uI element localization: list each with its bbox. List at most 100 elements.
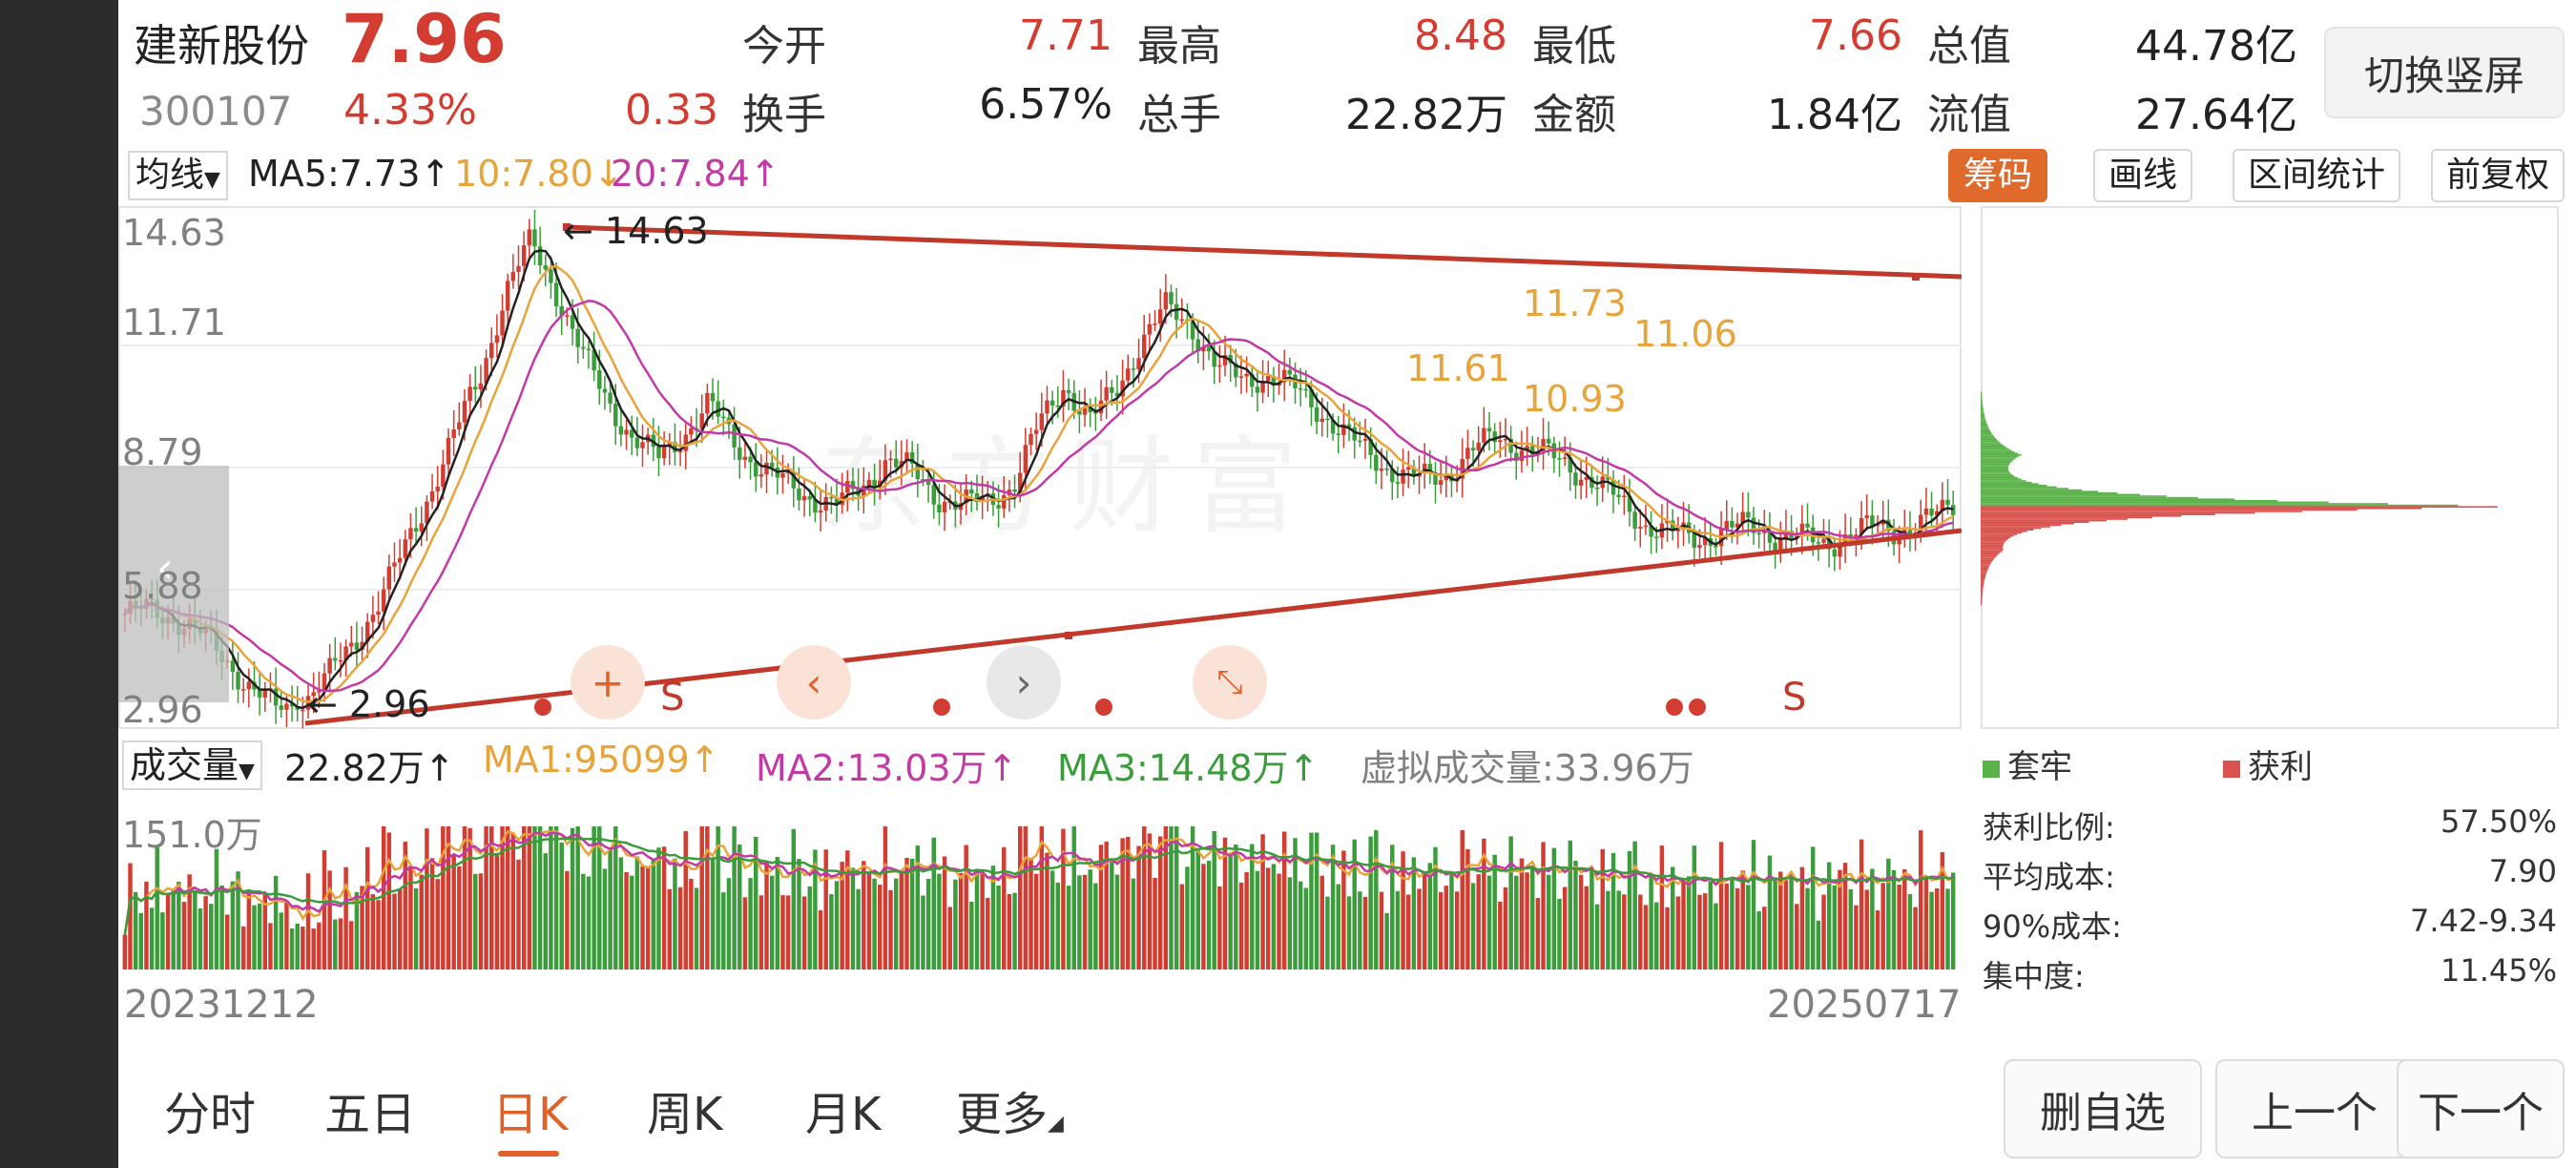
volume-bar <box>813 849 818 970</box>
chip-bar <box>1981 561 1992 563</box>
stat-value-profit-ratio: 57.50% <box>2440 803 2557 840</box>
candle-body <box>1627 495 1632 512</box>
volume-bar <box>1551 847 1557 970</box>
chip-bar <box>1981 420 1986 423</box>
candle-body <box>500 310 505 336</box>
volume-bar <box>343 866 348 970</box>
tab-draw-line[interactable]: 画线 <box>2093 149 2193 202</box>
volume-bar <box>1346 896 1352 970</box>
candle-body <box>1886 519 1891 532</box>
volume-bar <box>1692 845 1697 970</box>
tab-monthly-k[interactable]: 月K <box>805 1088 882 1141</box>
candle-body <box>376 611 381 615</box>
remove-watchlist-button[interactable]: 删自选 <box>2004 1059 2202 1158</box>
chip-bar <box>1981 391 1983 393</box>
stat-label-profit-ratio: 获利比例: <box>1983 809 2115 845</box>
volume-bar <box>1330 845 1336 970</box>
chevron-right-icon[interactable]: › <box>987 645 1061 720</box>
volume-bar <box>1525 872 1529 970</box>
chip-bar <box>1981 460 2012 462</box>
ma-indicator-select[interactable]: 均线▼ <box>128 151 228 200</box>
next-stock-button[interactable]: 下一个 <box>2397 1059 2565 1158</box>
volume-bar <box>1616 890 1621 970</box>
chip-bar <box>1981 569 1988 571</box>
volume-bar <box>1783 880 1789 970</box>
volume-bar <box>1622 894 1627 970</box>
volume-bar <box>1795 904 1799 970</box>
candle-body <box>878 480 883 488</box>
switch-portrait-button[interactable]: 切换竖屏 <box>2324 27 2565 118</box>
signal-s-marker: S <box>1782 676 1807 720</box>
volume-bar <box>451 854 456 970</box>
volume-bar <box>1131 878 1136 970</box>
volume-bar <box>1142 826 1147 970</box>
chip-bar <box>1981 409 1984 412</box>
chip-bar <box>1981 448 2009 450</box>
volume-bar <box>1444 886 1449 970</box>
chip-bar <box>1981 599 1983 601</box>
volume-indicator-select[interactable]: 成交量▼ <box>122 740 262 790</box>
candle-body <box>758 474 764 477</box>
volume-bar <box>1374 830 1379 970</box>
candle-body <box>1530 446 1535 454</box>
tab-five-day[interactable]: 五日 <box>324 1088 417 1141</box>
candle-body <box>931 484 936 505</box>
chevron-left-icon[interactable]: ‹ <box>777 645 851 720</box>
previous-stock-button[interactable]: 上一个 <box>2215 1059 2414 1158</box>
volume-bar <box>1390 845 1395 970</box>
tab-weekly-k[interactable]: 周K <box>647 1088 723 1141</box>
signal-dot <box>1689 699 1706 716</box>
tab-more[interactable]: 更多◢ <box>956 1076 1064 1143</box>
candle-body <box>1832 549 1838 557</box>
volume-bar <box>553 826 559 970</box>
candle-body <box>705 392 710 414</box>
chip-bar <box>1981 529 2034 531</box>
candle-body <box>1346 424 1352 428</box>
tab-intraday[interactable]: 分时 <box>164 1088 257 1141</box>
chip-bar <box>1981 533 2018 535</box>
candle-body <box>484 358 488 384</box>
zoom-in-icon[interactable]: + <box>571 645 645 720</box>
tab-forward-adjust[interactable]: 前复权 <box>2431 149 2566 202</box>
candle-body <box>381 589 386 612</box>
legend-label: 获利 <box>2248 748 2313 786</box>
chip-bar <box>1981 498 2235 500</box>
volume-bar <box>996 886 1001 970</box>
candle-body <box>1066 389 1071 393</box>
chip-bar <box>1981 536 2011 538</box>
candle-body <box>673 442 677 452</box>
chevron-left-icon[interactable]: ‹ <box>156 544 174 593</box>
scroll-left-overlay[interactable] <box>118 466 229 702</box>
tab-chips[interactable]: 筹码 <box>1948 149 2048 202</box>
tab-daily-k[interactable]: 日K <box>492 1088 569 1141</box>
volume-bar <box>160 912 165 970</box>
tab-range-stats[interactable]: 区间统计 <box>2233 149 2401 202</box>
volume-bar <box>1303 887 1309 970</box>
volume-bar <box>510 833 516 970</box>
chip-bar <box>1981 425 1988 428</box>
candle-body <box>301 709 305 712</box>
candle-body <box>721 416 726 419</box>
volume-bar <box>1433 846 1438 970</box>
zoom-out-icon[interactable]: ⤡ <box>1193 645 1267 720</box>
volume-bar <box>1627 850 1632 970</box>
volume-bar <box>1568 840 1573 970</box>
candle-body <box>667 442 672 448</box>
volume-chart[interactable] <box>118 796 1962 973</box>
quote-value-turnover: 6.57% <box>979 80 1112 129</box>
chip-bar <box>1981 402 1983 405</box>
volume-bar <box>1492 854 1497 970</box>
kline-chart[interactable] <box>118 206 1962 729</box>
volume-bar <box>1362 896 1368 970</box>
candle-body <box>1934 511 1940 516</box>
volume-bar <box>240 926 246 970</box>
candle-body <box>1740 511 1745 524</box>
volume-bar <box>829 894 834 970</box>
volume-bar <box>295 923 300 970</box>
volume-bar <box>1875 910 1880 970</box>
chip-bar <box>1981 431 1991 433</box>
chip-bar <box>1981 429 1990 431</box>
candle-body <box>364 621 370 642</box>
candle-body <box>1250 373 1255 387</box>
candle-body <box>1702 537 1708 546</box>
